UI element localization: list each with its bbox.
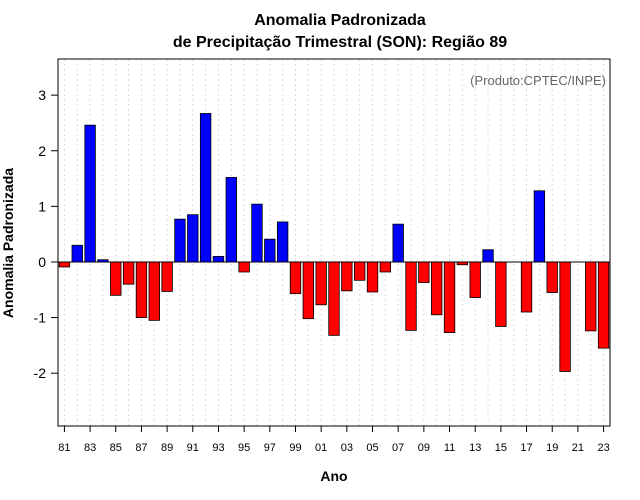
x-tick-label: 93 <box>212 442 224 454</box>
x-tick-label: 23 <box>597 442 609 454</box>
x-tick-label: 03 <box>341 442 353 454</box>
bar-1982 <box>71 244 83 263</box>
x-tick-label: 17 <box>520 442 532 454</box>
x-tick-label: 09 <box>418 442 430 454</box>
bars-group <box>58 113 610 372</box>
bar-1981 <box>58 261 71 268</box>
x-tick-label: 15 <box>495 442 507 454</box>
x-tick-label: 89 <box>161 442 173 454</box>
bar-1986 <box>122 261 135 285</box>
plot-frame <box>57 58 611 427</box>
bar-2003 <box>341 261 353 292</box>
bar-2009 <box>418 261 430 283</box>
y-tick-label: -2 <box>34 365 47 381</box>
bar-1992 <box>199 113 212 263</box>
bar-2014 <box>482 249 494 263</box>
bar-1998 <box>276 221 289 263</box>
bar-2005 <box>366 261 379 293</box>
bar-1995 <box>238 261 250 273</box>
y-tick-label: 0 <box>38 254 46 270</box>
bar-2020 <box>559 261 571 372</box>
bar-2004 <box>354 261 366 281</box>
credit-label: (Produto:CPTEC/INPE) <box>470 73 606 88</box>
bar-1994 <box>225 177 237 263</box>
bar-1989 <box>161 261 173 292</box>
bar-1996 <box>251 203 263 263</box>
y-tick-label: 3 <box>38 87 46 103</box>
y-tick-label: -1 <box>34 310 47 326</box>
bar-2001 <box>315 261 327 306</box>
bar-2023 <box>597 261 610 349</box>
x-tick-label: 13 <box>469 442 481 454</box>
chart-title-line2: de Precipitação Trimestral (SON): Região… <box>173 34 507 51</box>
bar-1987 <box>135 261 148 318</box>
bar-2002 <box>328 261 340 336</box>
bar-1999 <box>289 261 302 295</box>
bar-1985 <box>110 261 122 296</box>
x-axis-title: Ano <box>320 468 347 484</box>
bar-2008 <box>405 261 417 331</box>
bar-2013 <box>469 261 481 298</box>
y-axis-title: Anomalia Padronizada <box>0 168 16 318</box>
y-tick-label: 2 <box>38 143 46 159</box>
bar-2019 <box>546 261 558 293</box>
x-tick-label: 07 <box>392 442 404 454</box>
bar-2010 <box>431 261 443 316</box>
x-tick-label: 21 <box>572 442 584 454</box>
bar-2011 <box>443 261 456 333</box>
y-axis-ticks: -2 -1 0 1 2 3 <box>34 87 58 381</box>
x-tick-label: 19 <box>546 442 558 454</box>
bar-1991 <box>187 214 199 263</box>
bar-2007 <box>392 223 404 263</box>
x-tick-label: 11 <box>444 442 455 454</box>
bar-2000 <box>302 261 314 320</box>
bar-1990 <box>174 218 186 263</box>
x-tick-label: 95 <box>238 442 250 454</box>
x-tick-label: 87 <box>135 442 147 454</box>
bar-2018 <box>533 190 546 263</box>
grid-lines <box>63 59 605 426</box>
x-tick-label: 99 <box>289 442 301 454</box>
x-tick-label: 81 <box>58 442 70 454</box>
y-tick-label: 1 <box>38 198 46 214</box>
bar-2015 <box>495 261 507 327</box>
bar-2017 <box>520 261 533 313</box>
x-tick-label: 01 <box>315 442 327 454</box>
chart-title-line1: Anomalia Padronizada <box>254 12 426 29</box>
x-tick-label: 91 <box>187 442 199 454</box>
x-tick-label: 83 <box>84 442 96 454</box>
bar-1983 <box>84 124 96 263</box>
bar-1997 <box>264 238 276 263</box>
x-tick-label: 05 <box>366 442 378 454</box>
bar-1993 <box>212 255 225 263</box>
bar-1988 <box>148 261 160 321</box>
bar-2022 <box>585 261 597 332</box>
x-axis-ticks: 81 83 85 87 89 91 93 95 97 99 01 03 05 07 09 11 13 15 17 19… <box>58 426 610 454</box>
bar-2006 <box>379 261 392 273</box>
x-tick-label: 97 <box>264 442 276 454</box>
x-tick-label: 85 <box>110 442 122 454</box>
